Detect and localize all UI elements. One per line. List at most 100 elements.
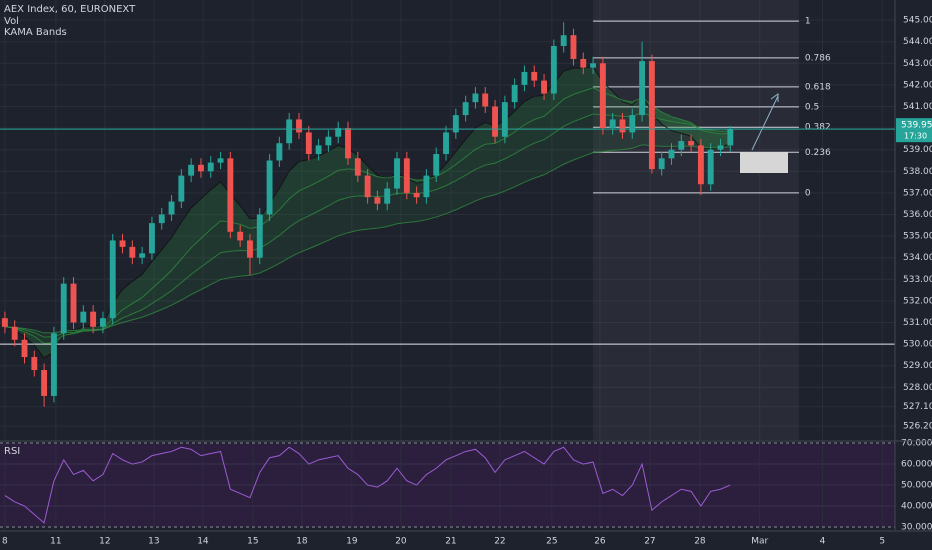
fib-level-label: 1 [805, 17, 811, 27]
y-tick-label: 541.00 [903, 102, 932, 112]
x-tick-label: 5 [879, 537, 885, 547]
x-tick-label: 27 [644, 537, 655, 547]
y-tick-label: 530.00 [903, 340, 932, 350]
candle-body [90, 311, 97, 327]
candle-body [452, 115, 459, 133]
candle-body [50, 333, 57, 396]
indicator-label: KAMA Bands [4, 27, 67, 38]
target-box [740, 152, 788, 173]
candle-body [325, 136, 332, 146]
candle-body [658, 158, 665, 170]
last-price-tag [896, 118, 932, 143]
candle-body [70, 283, 77, 323]
candle-body [560, 35, 567, 47]
candle-body [550, 46, 557, 94]
fib-level-label: 0.786 [805, 53, 831, 63]
y-tick-label: 529.00 [903, 361, 932, 371]
candle-body [599, 63, 606, 129]
candle-body [580, 58, 587, 68]
candle-body [1, 318, 8, 327]
candle-body [345, 128, 351, 159]
rsi-tick-label: 30.0000 [901, 523, 932, 533]
last-price-label: 539.95 [901, 121, 932, 131]
candle-body [266, 160, 273, 215]
x-tick-label: 15 [247, 537, 258, 547]
y-tick-label: 533.00 [903, 275, 932, 285]
candle-body [629, 115, 636, 133]
candle-body [492, 106, 498, 137]
candle-body [384, 188, 391, 204]
candle-body [217, 158, 224, 163]
candle-body [80, 311, 87, 323]
rsi-tick-label: 70.0000 [901, 439, 932, 449]
candle-body [511, 84, 518, 103]
candle-body [31, 357, 38, 371]
candle-body [668, 149, 675, 159]
x-tick-label: 8 [2, 537, 8, 547]
candle-body [482, 93, 489, 107]
rsi-line [4, 446, 731, 524]
rsi-label: RSI [4, 446, 20, 457]
chart-title: AEX Index, 60, EURONEXT [4, 4, 136, 15]
candle-body [423, 175, 430, 198]
x-tick-label: 12 [99, 537, 110, 547]
candle-body [149, 223, 155, 254]
fib-region [593, 0, 799, 440]
fib-level-label: 0.5 [805, 102, 819, 112]
candle-body [648, 61, 655, 170]
x-tick-label: 28 [694, 537, 706, 547]
candle-body [697, 145, 704, 185]
y-tick-label: 532.00 [903, 296, 932, 306]
candle-body [433, 154, 440, 176]
kama-line [4, 144, 731, 334]
kama-line [4, 66, 731, 359]
x-tick-label: 26 [594, 537, 606, 547]
kama-band [4, 87, 731, 344]
rsi-tick-label: 60.0000 [901, 460, 932, 470]
candle-body [727, 129, 734, 146]
candle-body [619, 119, 626, 133]
candle-body [119, 240, 126, 247]
fib-level-label: 0.618 [805, 82, 831, 92]
candle-body [394, 158, 400, 189]
y-tick-label: 542.00 [903, 80, 932, 90]
candle-body [276, 143, 283, 161]
candle-body [707, 149, 714, 185]
candle-body [256, 214, 263, 258]
x-tick-label: 20 [395, 537, 407, 547]
candle-body [198, 164, 204, 172]
y-tick-label: 531.00 [903, 318, 932, 328]
candle-body [109, 240, 116, 319]
candle-body [570, 35, 577, 59]
candle-body [541, 80, 547, 94]
y-tick-label: 545.00 [903, 16, 932, 26]
x-tick-label: 21 [445, 537, 456, 547]
arrow-head [770, 93, 779, 102]
candle-body [99, 318, 106, 327]
candle-body [521, 71, 528, 85]
candle-body [639, 61, 646, 116]
y-tick-label: 538.00 [903, 167, 932, 177]
candle-body [286, 119, 293, 144]
candle-body [688, 141, 695, 146]
candle-body [305, 132, 312, 155]
y-tick-label: 543.00 [903, 59, 932, 69]
candle-body [678, 141, 685, 150]
kama-band [4, 112, 731, 338]
x-tick-label: 18 [296, 537, 308, 547]
projection-arrow [751, 95, 779, 151]
fib-level-label: 0.236 [805, 148, 831, 158]
candle-body [717, 145, 724, 150]
x-tick-label: 14 [197, 537, 209, 547]
x-tick-label: 11 [50, 537, 61, 547]
candle-body [60, 283, 67, 334]
x-tick-label: 13 [148, 537, 159, 547]
candle-body [296, 119, 302, 133]
x-tick-label: 22 [494, 537, 505, 547]
x-tick-label: 25 [546, 537, 557, 547]
x-tick-label: Mar [751, 537, 768, 547]
candle-body [207, 162, 214, 172]
time-label: 17:30 [904, 132, 927, 141]
